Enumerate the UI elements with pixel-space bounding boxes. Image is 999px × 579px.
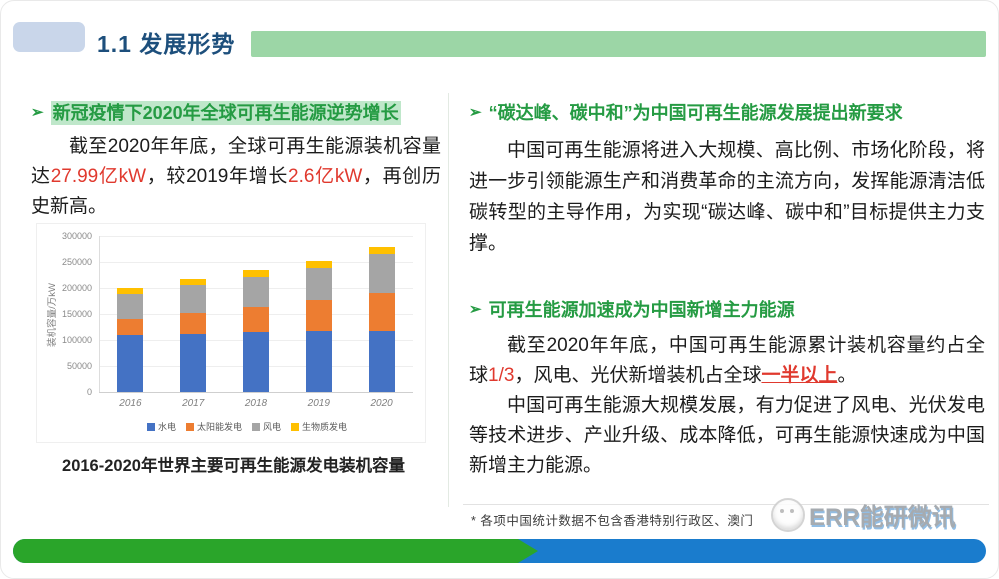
left-paragraph: 截至2020年年底，全球可再生能源装机容量达27.99亿kW，较2019年增长2… <box>31 132 441 222</box>
legend-swatch-icon <box>291 423 300 431</box>
text-run: ，较2019年增长 <box>146 166 289 187</box>
footnote: * 各项中国统计数据不包含香港特别行政区、澳门 <box>471 514 754 528</box>
chart-bar-segment <box>243 332 269 392</box>
text-run: ，风电、光伏新增装机占全球 <box>514 365 762 386</box>
text-run: ，再创历史新高。 <box>31 166 441 217</box>
chart-bar-segment <box>305 331 332 392</box>
legend-swatch-icon <box>252 423 260 431</box>
right-section1-paragraph: 中国可再生能源将进入大规模、高比例、市场化阶段，将进一步引领能源生产和消费革命的… <box>469 140 985 254</box>
watermark: ERR能研微讯 <box>771 497 956 532</box>
chart-x-tick-label: 2016 <box>119 398 142 409</box>
chart-x-tick-label: 2018 <box>244 398 268 409</box>
chart-x-tick-label: 2020 <box>370 398 393 409</box>
right-section2-body: 截至2020年年底，中国可再生能源累计装机容量约占全球1/3，风电、光伏新增装机… <box>469 331 985 481</box>
legend-label: 风电 <box>263 422 282 432</box>
chart-legend-item: 风电 <box>252 420 281 433</box>
right-section1-heading: “碳达峰、碳中和”为中国可再生能源发展提出新要求 <box>488 103 903 123</box>
chart-bar-segment <box>305 260 332 268</box>
right-section2-paragraph2: 中国可再生能源大规模发展，有力促进了风电、光伏发电等技术进步、产业升级、成本降低… <box>469 395 985 476</box>
page-title: 1.1 发展形势 <box>97 31 236 57</box>
chart-gridline <box>99 236 413 237</box>
bullet-arrow-icon: ➢ <box>469 301 482 318</box>
right-section1-heading-row: ➢ “碳达峰、碳中和”为中国可再生能源发展提出新要求 <box>469 101 989 125</box>
right-section2-paragraph1: 截至2020年年底，中国可再生能源累计装机容量约占全球1/3，风电、光伏新增装机… <box>469 331 985 391</box>
legend-swatch-icon <box>146 423 155 431</box>
chart-y-tick-label: 0 <box>86 387 92 397</box>
text-run: 27.99亿kW <box>50 166 147 187</box>
chart-bar-segment <box>243 269 269 277</box>
bottom-decoration-bar <box>13 539 986 563</box>
capacity-chart: 装机容量/万kW 0 50000 100000 150000 200000 250000 30… <box>36 223 426 443</box>
left-section-heading-row: ➢ 新冠疫情下2020年全球可再生能源逆势增长 <box>31 101 446 125</box>
chart-y-tick-label: 250000 <box>61 257 92 267</box>
legend-swatch-icon <box>185 423 194 431</box>
chart-bar-segment <box>117 288 144 294</box>
chart-legend: 水电 太阳能发电 风电 生物质发电 <box>77 420 417 433</box>
chart-bar-segment <box>368 247 395 255</box>
header-pill <box>13 22 85 52</box>
chart-gridline <box>99 262 413 263</box>
bullet-arrow-icon: ➢ <box>31 104 44 121</box>
text-run: 。 <box>837 365 857 386</box>
text-run: 一半以上 <box>761 365 838 386</box>
header-green-band <box>251 31 986 57</box>
chart-bar-segment <box>368 330 395 392</box>
column-divider <box>448 93 449 507</box>
right-section2-heading: 可再生能源加速成为中国新增主力能源 <box>488 300 795 320</box>
legend-label: 生物质发电 <box>302 422 348 432</box>
chart-bar-segment <box>243 276 269 307</box>
chart-legend-item: 太阳能发电 <box>185 420 242 433</box>
legend-label: 水电 <box>157 422 176 432</box>
footnote-divider <box>463 504 989 505</box>
bullet-arrow-icon: ➢ <box>469 104 482 121</box>
legend-label: 太阳能发电 <box>196 422 242 432</box>
chart-x-tick-label: 2017 <box>182 398 205 409</box>
chart-x-tick-label: 2019 <box>307 398 330 409</box>
chart-bar-segment <box>368 292 395 331</box>
text-run: 截至2020年年底，全球可再生能源装机容量达 <box>31 136 441 187</box>
chart-y-axis-line <box>99 236 100 392</box>
chart-caption: 2016-2020年世界主要可再生能源发电装机容量 <box>62 457 405 475</box>
watermark-text: ERR能研微讯 <box>809 504 956 531</box>
chart-y-tick-label: 300000 <box>61 231 92 241</box>
chart-bar-segment <box>117 334 144 392</box>
chart-bar-segment <box>368 254 395 293</box>
chart-legend-item: 水电 <box>146 420 176 433</box>
chart-bar-segment <box>305 267 332 300</box>
chart-bar-segment <box>305 299 332 332</box>
chart-y-tick-label: 100000 <box>61 335 92 345</box>
chart-bar-segment <box>117 293 144 319</box>
text-run: 1/3 <box>488 365 515 386</box>
left-section-heading: 新冠疫情下2020年全球可再生能源逆势增长 <box>50 101 401 125</box>
chart-bar-segment <box>180 312 207 334</box>
chart-bar-segment <box>180 279 207 286</box>
chart-y-tick-label: 150000 <box>61 309 92 319</box>
watermark-logo-icon <box>771 497 805 532</box>
chart-bar-segment <box>180 285 207 313</box>
chart-legend-item: 生物质发电 <box>291 420 347 433</box>
chart-x-axis-line <box>99 392 413 393</box>
chart-y-tick-label: 50000 <box>66 361 92 371</box>
bottom-bar-green-arrow <box>13 539 538 563</box>
chart-y-tick-label: 200000 <box>61 283 92 293</box>
text-run: 2.6亿kW <box>288 166 363 187</box>
text-run: 截至2020年年底，中国可再生能源累计装机容量约占全球 <box>469 335 985 386</box>
chart-bar-segment <box>117 318 144 335</box>
right-section2-heading-row: ➢ 可再生能源加速成为中国新增主力能源 <box>469 298 989 322</box>
chart-bar-segment <box>243 306 269 333</box>
chart-bar-segment <box>180 333 207 392</box>
